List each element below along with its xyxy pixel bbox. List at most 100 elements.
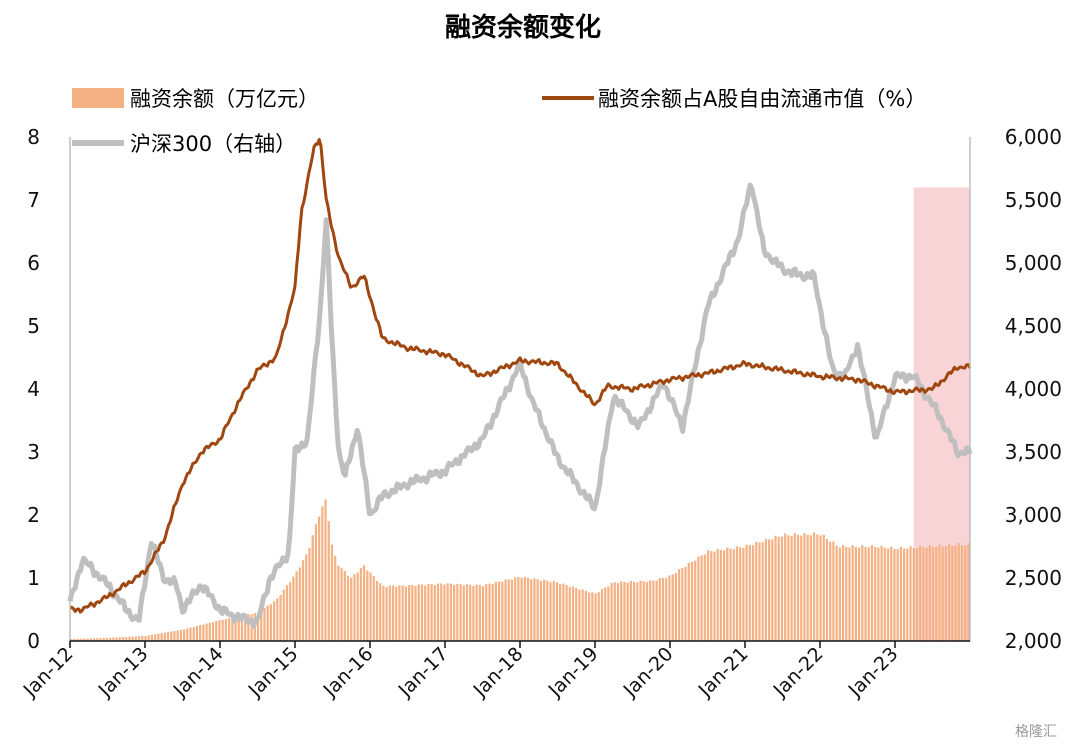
margin-balance-bar bbox=[549, 582, 552, 641]
left-axis-tick-label: 8 bbox=[27, 125, 40, 149]
margin-balance-bar bbox=[636, 582, 639, 641]
margin-balance-bar bbox=[880, 545, 883, 641]
margin-balance-bar bbox=[234, 616, 237, 641]
left-axis-tick-label: 6 bbox=[27, 251, 40, 275]
margin-balance-bar bbox=[780, 536, 784, 641]
margin-balance-bar bbox=[173, 631, 176, 641]
margin-balance-bar bbox=[334, 555, 337, 641]
margin-balance-bar bbox=[816, 534, 819, 641]
margin-balance-bar bbox=[745, 544, 748, 641]
margin-balance-bar bbox=[379, 583, 382, 641]
margin-balance-bar bbox=[729, 548, 732, 641]
margin-balance-bar bbox=[510, 579, 514, 641]
margin-balance-bar bbox=[340, 567, 343, 641]
margin-balance-bar bbox=[919, 545, 922, 641]
chart-title: 融资余额变化 bbox=[445, 12, 601, 43]
margin-balance-bar bbox=[758, 542, 761, 641]
margin-balance-bar bbox=[385, 586, 388, 641]
margin-balance-bar bbox=[870, 545, 874, 641]
margin-balance-bar bbox=[909, 546, 912, 641]
margin-balance-bar bbox=[202, 624, 205, 641]
margin-balance-bar bbox=[906, 548, 909, 641]
margin-balance-bar bbox=[80, 638, 83, 641]
margin-balance-bar bbox=[481, 586, 485, 641]
margin-balance-bar bbox=[485, 584, 488, 641]
margin-balance-bar bbox=[784, 533, 787, 641]
margin-balance-bar bbox=[115, 637, 118, 641]
margin-balance-bar bbox=[964, 545, 967, 641]
margin-balance-bar bbox=[462, 585, 465, 641]
margin-balance-bar bbox=[536, 579, 539, 641]
left-axis-tick-label: 0 bbox=[27, 629, 40, 653]
margin-balance-bar bbox=[607, 586, 610, 641]
margin-balance-bar bbox=[318, 516, 321, 641]
margin-balance-bar bbox=[723, 550, 726, 641]
margin-balance-bar bbox=[716, 548, 719, 641]
margin-balance-bar bbox=[504, 579, 507, 641]
margin-balance-bar bbox=[864, 546, 867, 641]
margin-balance-bar bbox=[890, 546, 893, 641]
margin-balance-bar bbox=[83, 638, 86, 641]
margin-balance-bar bbox=[944, 546, 947, 641]
margin-balance-bar bbox=[874, 546, 877, 641]
margin-balance-bar bbox=[678, 569, 681, 641]
margin-balance-bar bbox=[353, 574, 356, 641]
margin-balance-bar bbox=[440, 583, 443, 641]
margin-balance-bar bbox=[661, 577, 665, 641]
margin-balance-bar bbox=[109, 637, 112, 641]
margin-balance-bar bbox=[221, 619, 224, 641]
margin-balance-bar bbox=[954, 545, 957, 641]
margin-balance-bar bbox=[684, 566, 687, 641]
margin-balance-bar bbox=[690, 561, 694, 641]
x-axis-tick-label: Jan-13 bbox=[94, 643, 153, 702]
margin-balance-bar bbox=[960, 545, 964, 641]
margin-balance-bar bbox=[237, 616, 240, 641]
x-axis-tick-label: Jan-15 bbox=[244, 643, 303, 702]
margin-balance-bar bbox=[189, 627, 192, 641]
margin-balance-bar bbox=[559, 584, 562, 641]
margin-balance-bar bbox=[147, 635, 150, 641]
margin-balance-bar bbox=[571, 586, 575, 641]
margin-balance-bar bbox=[472, 585, 475, 641]
margin-balance-bar bbox=[430, 584, 433, 641]
margin-balance-bar bbox=[228, 618, 231, 641]
margin-balance-bar bbox=[742, 547, 745, 641]
margin-balance-bar bbox=[150, 634, 154, 641]
margin-balance-bar bbox=[687, 562, 690, 641]
margin-balance-bar bbox=[218, 620, 221, 641]
margin-balance-bar bbox=[613, 582, 616, 641]
margin-balance-bar bbox=[199, 625, 202, 641]
margin-balance-bar bbox=[96, 638, 99, 641]
margin-balance-bar bbox=[764, 538, 767, 641]
margin-balance-bar bbox=[800, 535, 803, 641]
margin-balance-bar bbox=[967, 543, 970, 641]
margin-balance-bar bbox=[382, 585, 385, 641]
margin-balance-bar bbox=[523, 576, 526, 641]
margin-balance-bar bbox=[327, 521, 330, 641]
margin-balance-bar bbox=[951, 545, 954, 641]
margin-balance-bar bbox=[337, 565, 340, 641]
right-axis-tick-label: 3,000 bbox=[1005, 503, 1062, 527]
margin-balance-bar bbox=[886, 548, 890, 641]
margin-balance-bar bbox=[501, 581, 504, 641]
margin-balance-bar bbox=[170, 631, 173, 641]
margin-balance-bar bbox=[568, 586, 571, 641]
margin-balance-bar bbox=[99, 638, 102, 641]
margin-balance-bar bbox=[488, 583, 491, 641]
margin-balance-bar bbox=[404, 586, 407, 641]
margin-balance-bar bbox=[102, 637, 105, 641]
margin-balance-bar bbox=[456, 583, 459, 641]
margin-balance-bar bbox=[398, 585, 401, 641]
x-axis-tick-label: Jan-23 bbox=[844, 643, 903, 702]
margin-balance-bar bbox=[668, 575, 671, 641]
margin-balance-bar bbox=[584, 590, 587, 641]
right-axis-tick-label: 3,500 bbox=[1005, 440, 1062, 464]
margin-balance-bar bbox=[276, 598, 279, 641]
margin-balance-bar bbox=[282, 589, 285, 641]
margin-balance-bar bbox=[848, 547, 851, 641]
margin-balance-bar bbox=[912, 548, 915, 641]
margin-balance-bar bbox=[231, 618, 234, 641]
margin-balance-bar bbox=[883, 547, 886, 641]
margin-balance-bar bbox=[443, 584, 446, 641]
